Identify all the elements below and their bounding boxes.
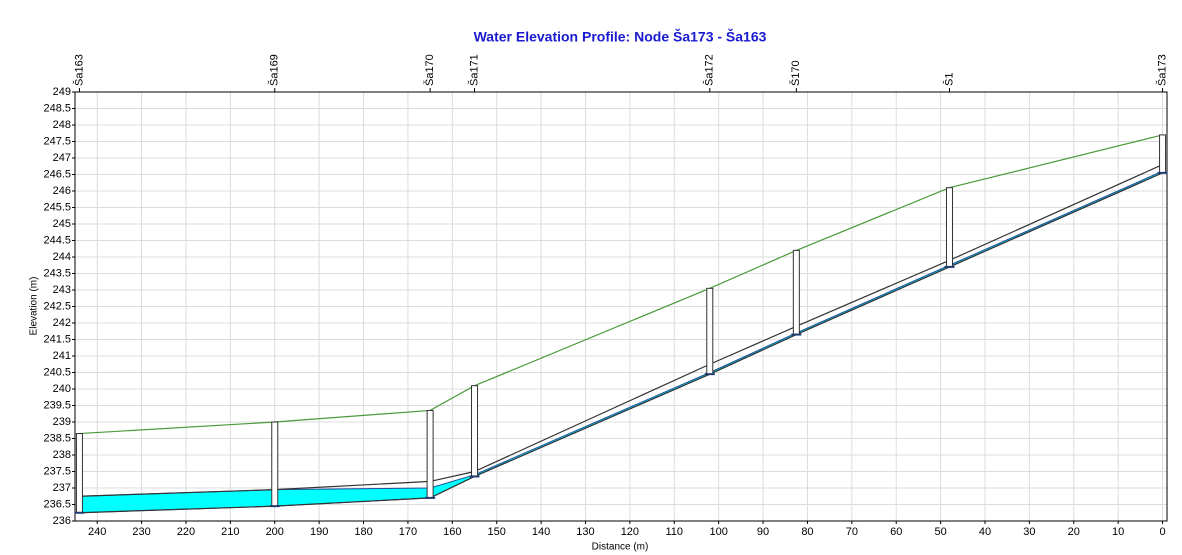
x-tick-label: 30: [1023, 526, 1035, 538]
x-tick-label: 200: [266, 526, 284, 538]
y-tick-label: 237.5: [43, 465, 71, 477]
x-tick-label: 220: [177, 526, 195, 538]
x-tick-label: 40: [979, 526, 991, 538]
node-label: Ša173: [1155, 54, 1168, 86]
y-tick-label: 239: [53, 416, 71, 428]
node-label: Š1: [942, 73, 955, 86]
y-tick-label: 237: [53, 482, 71, 494]
y-tick-label: 236: [53, 515, 71, 527]
y-tick-label: 245: [53, 218, 71, 230]
x-tick-label: 130: [576, 526, 594, 538]
y-tick-label: 245.5: [43, 201, 71, 213]
node-label: Ša163: [72, 54, 85, 86]
x-tick-label: 0: [1159, 526, 1165, 538]
y-tick-label: 241.5: [43, 333, 71, 345]
node-label: Ša170: [423, 54, 436, 86]
x-tick-label: 160: [443, 526, 461, 538]
x-tick-label: 20: [1068, 526, 1080, 538]
plot-border: [74, 91, 1168, 522]
x-tick-label: 80: [801, 526, 813, 538]
pipe-crown: [79, 164, 1163, 497]
x-axis-label: Distance (m): [592, 542, 649, 553]
x-tick-label: 10: [1112, 526, 1124, 538]
manhole: [271, 421, 279, 507]
x-tick-label: 110: [665, 526, 683, 538]
x-tick-label: 100: [709, 526, 727, 538]
pipe-invert: [79, 172, 1163, 514]
y-tick-label: 247.5: [43, 135, 71, 147]
y-tick-label: 244: [53, 251, 71, 263]
y-tick-label: 243: [53, 284, 71, 296]
y-tick-label: 236.5: [43, 498, 71, 510]
x-tick-label: 210: [221, 526, 239, 538]
x-tick-label: 180: [354, 526, 372, 538]
manhole: [75, 433, 83, 514]
y-tick-label: 247: [53, 152, 71, 164]
x-tick-label: 140: [532, 526, 550, 538]
y-tick-label: 248: [53, 119, 71, 131]
chart-title: Water Elevation Profile: Node Ša173 - Ša…: [474, 28, 767, 45]
ground-line: [79, 134, 1163, 435]
y-tick-label: 240: [53, 383, 71, 395]
node-label: Ša171: [467, 54, 480, 86]
x-tick-label: 90: [757, 526, 769, 538]
y-tick-label: 248.5: [43, 102, 71, 114]
y-tick-label: 241: [53, 350, 71, 362]
node-label: Ša169: [268, 54, 281, 86]
x-tick-label: 60: [890, 526, 902, 538]
y-tick-label: 249: [53, 86, 71, 98]
manhole: [945, 187, 953, 268]
y-tick-label: 244.5: [43, 234, 71, 246]
y-axis-label: Elevation (m): [29, 277, 40, 336]
x-tick-label: 50: [934, 526, 946, 538]
manhole: [792, 249, 800, 336]
x-tick-label: 120: [621, 526, 639, 538]
y-tick-label: 242.5: [43, 300, 71, 312]
manhole: [426, 409, 434, 499]
y-tick-label: 242: [53, 317, 71, 329]
x-tick-label: 70: [846, 526, 858, 538]
x-tick-label: 170: [399, 526, 417, 538]
node-label: Š170: [789, 60, 802, 86]
manhole: [471, 385, 479, 477]
y-tick-label: 238: [53, 449, 71, 461]
node-label: Ša172: [703, 54, 716, 86]
y-tick-label: 246.5: [43, 168, 71, 180]
manhole: [1159, 134, 1167, 174]
x-tick-label: 240: [88, 526, 106, 538]
y-tick-label: 240.5: [43, 366, 71, 378]
y-tick-label: 238.5: [43, 432, 71, 444]
y-tick-label: 243.5: [43, 267, 71, 279]
y-tick-label: 239.5: [43, 399, 71, 411]
y-tick-label: 246: [53, 185, 71, 197]
manhole: [706, 287, 714, 375]
x-tick-label: 150: [488, 526, 506, 538]
x-tick-label: 230: [132, 526, 150, 538]
x-tick-label: 190: [310, 526, 328, 538]
